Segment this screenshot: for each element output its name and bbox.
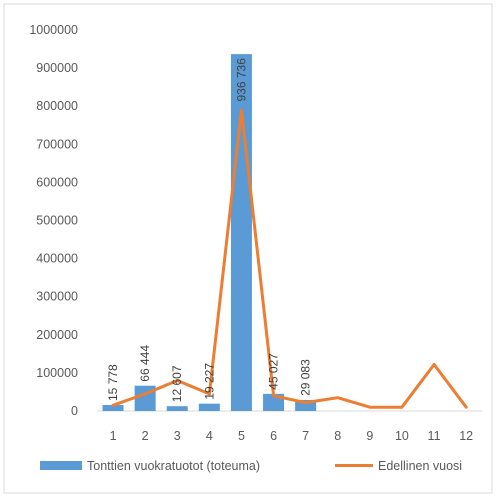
y-tick-label: 800000 <box>36 99 78 113</box>
y-tick-label: 900000 <box>36 61 78 75</box>
x-tick-label: 1 <box>110 429 117 443</box>
x-tick-label: 12 <box>459 429 473 443</box>
bar <box>198 403 220 411</box>
data-label: 29 083 <box>299 359 313 396</box>
data-label: 45 027 <box>267 353 281 390</box>
data-label: 19 227 <box>202 363 216 400</box>
x-tick-label: 2 <box>142 429 149 443</box>
x-tick-label: 3 <box>174 429 181 443</box>
data-label: 66 444 <box>138 345 152 382</box>
x-tick-label: 8 <box>334 429 341 443</box>
y-tick-label: 500000 <box>36 214 78 228</box>
x-tick-label: 9 <box>366 429 373 443</box>
y-tick-label: 0 <box>71 404 78 418</box>
bar <box>295 399 317 411</box>
x-axis-ticks: 1 2 3 4 5 6 7 8 9 10 11 12 <box>110 429 474 443</box>
legend-swatch-bars <box>40 461 82 470</box>
y-tick-label: 400000 <box>36 252 78 266</box>
y-tick-label: 1000000 <box>29 23 78 37</box>
bar <box>230 54 252 412</box>
x-tick-label: 10 <box>395 429 409 443</box>
x-tick-label: 6 <box>270 429 277 443</box>
bar <box>166 406 188 411</box>
data-label: 12 607 <box>170 365 184 402</box>
data-labels: 15 778 66 444 12 607 19 227 936 736 45 027 29 … <box>106 58 313 402</box>
data-label: 936 736 <box>234 58 248 102</box>
legend: Tonttien vuokratuotot (toteuma) Edelline… <box>40 459 462 473</box>
line-series <box>111 108 468 409</box>
y-tick-label: 600000 <box>36 175 78 189</box>
y-tick-label: 700000 <box>36 137 78 151</box>
line-path <box>111 108 468 409</box>
y-tick-label: 100000 <box>36 366 78 380</box>
x-tick-label: 5 <box>238 429 245 443</box>
legend-label-line: Edellinen vuosi <box>378 459 462 473</box>
bar <box>102 404 124 411</box>
x-tick-label: 11 <box>428 429 441 443</box>
data-label: 15 778 <box>106 364 120 401</box>
x-tick-label: 4 <box>206 429 213 443</box>
y-tick-label: 300000 <box>36 290 78 304</box>
x-tick-label: 7 <box>302 429 309 443</box>
legend-label-bars: Tonttien vuokratuotot (toteuma) <box>87 459 260 473</box>
y-axis-ticks: 0 100000 200000 300000 400000 500000 600000 700… <box>29 23 78 418</box>
y-tick-label: 200000 <box>36 328 78 342</box>
